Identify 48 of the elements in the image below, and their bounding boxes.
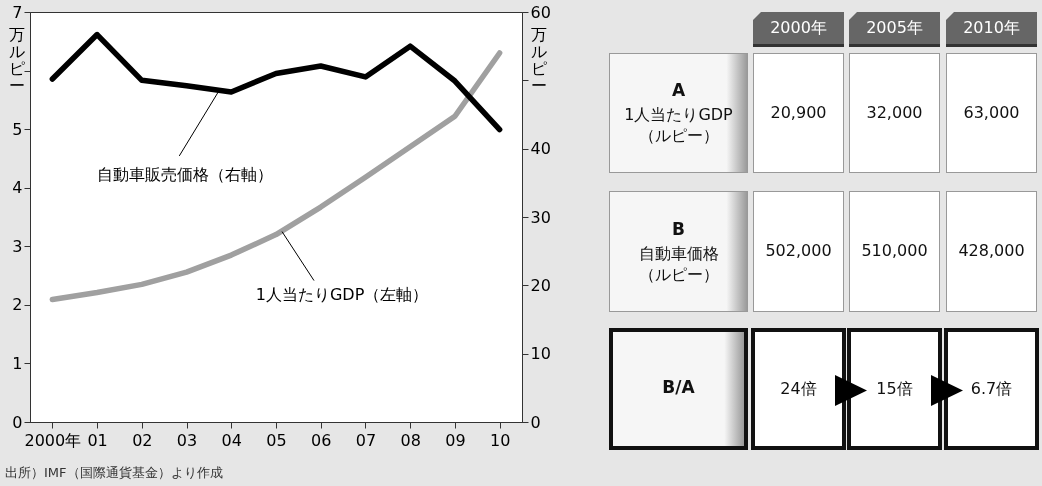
y2-tick-label: 30 [530, 207, 551, 227]
text: 自動車販売価格（右軸） [97, 164, 274, 184]
text: 出所）IMF（国際通貨基金）より作成 [5, 464, 223, 482]
y2-tick-label: 40 [530, 139, 551, 159]
category-label: B [672, 218, 685, 239]
x-tick-label: 07 [355, 430, 377, 450]
text: 1人当たりGDP（左軸） [255, 284, 429, 304]
y-tick-label: 1 [12, 353, 23, 373]
x-tick-label: 04 [221, 430, 242, 450]
y2-tick-label: 20 [530, 275, 551, 295]
y2-tick-label: 60 [530, 2, 551, 22]
category-label: （ルピー） [638, 126, 719, 146]
text: 502,000 [765, 241, 832, 261]
y-tick-label: 3 [12, 236, 23, 256]
y-tick-label: 0 [12, 412, 23, 432]
category-label: 自動車価格 [638, 243, 719, 263]
x-tick-label: 09 [445, 430, 466, 450]
text: 32,000 [866, 102, 923, 122]
category-label: 2010年 [946, 12, 1037, 47]
x-tick-label: 10 [489, 430, 511, 450]
y-tick-label: 4 [12, 178, 23, 198]
y2-tick-label: 0 [530, 412, 541, 432]
category-label: （ルピー） [638, 264, 719, 284]
y-axis-title: 万ルピー [8, 24, 25, 95]
y-tick-label: 5 [12, 119, 23, 139]
x-tick-label: 2000年 [24, 430, 82, 450]
x-tick-label: 05 [266, 430, 287, 450]
text: 428,000 [958, 241, 1025, 261]
y2-tick-label: 10 [530, 344, 551, 364]
text: 24倍 [780, 378, 817, 398]
x-tick-label: 03 [176, 430, 198, 450]
x-tick-label: 08 [400, 430, 421, 450]
text: 6.7倍 [970, 378, 1013, 398]
category-label: B/A [662, 376, 695, 397]
category-label: 2005年 [849, 12, 940, 47]
x-tick-label: 02 [132, 430, 153, 450]
text: 510,000 [861, 241, 928, 261]
y-tick-label: 2 [12, 295, 23, 315]
category-label: 2000年 [753, 12, 844, 47]
category-label: A [671, 80, 686, 101]
text: 15倍 [876, 378, 913, 398]
x-tick-label: 01 [87, 430, 108, 450]
category-label: 1人当たりGDP [624, 105, 733, 125]
x-tick-label: 06 [311, 430, 332, 450]
y-tick-label: 7 [12, 2, 23, 22]
text: 63,000 [963, 102, 1020, 122]
y2-axis-title: 万ルピー [530, 24, 547, 95]
text: 20,900 [770, 102, 827, 122]
